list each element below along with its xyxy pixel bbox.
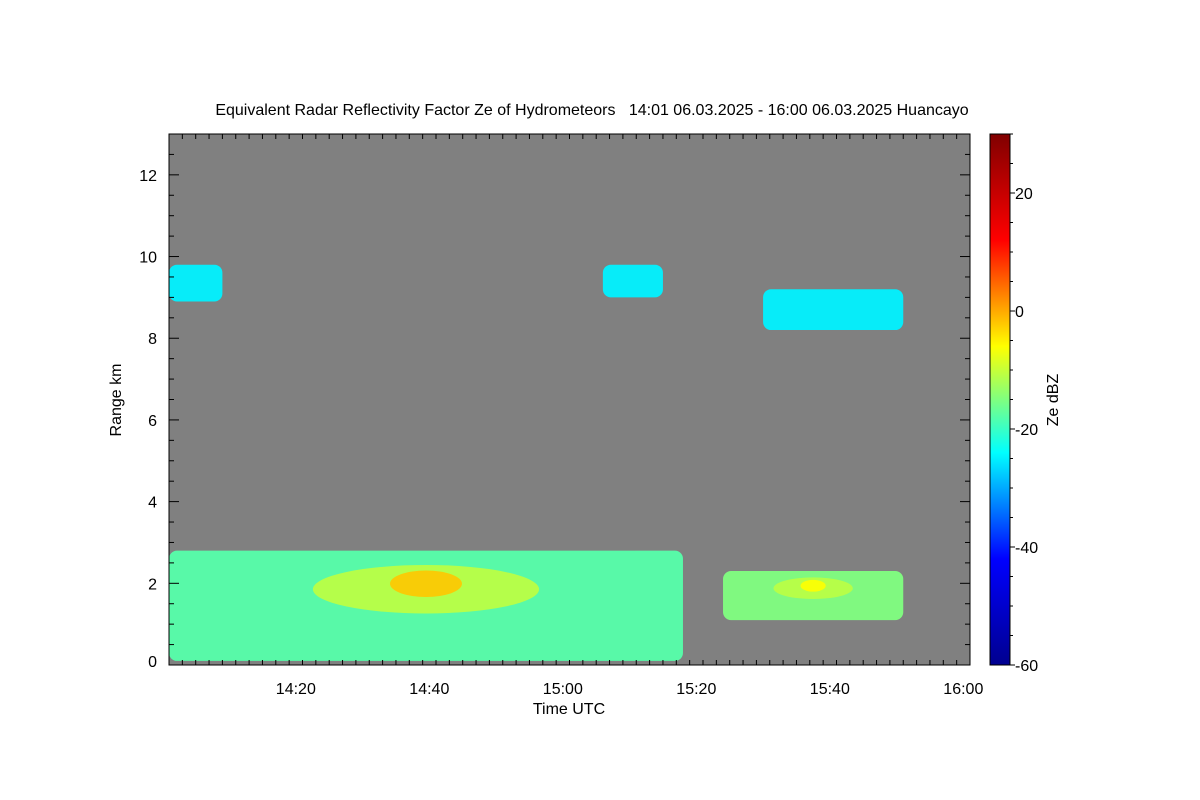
colorbar-ticks: -60 -40 -20 0 20 (1010, 133, 1038, 675)
y-tick-label: 4 (148, 495, 157, 512)
x-tick-label: 15:20 (676, 681, 716, 698)
x-tick-label: 14:20 (276, 681, 316, 698)
echo-region-upper-cloud-mid (602, 264, 663, 298)
x-axis: 14:20 14:40 15:00 15:20 15:40 16:00 (168, 134, 983, 698)
colorbar-tick-label: -60 (1015, 658, 1038, 675)
y-tick-label: 0 (148, 654, 157, 671)
echo-region-low-precipitation-late (723, 571, 904, 621)
x-tick-label: 15:00 (543, 681, 583, 698)
colorbar-tick-label: 20 (1015, 186, 1033, 203)
echo-region-upper-cloud-early (169, 264, 223, 302)
colorbar (989, 133, 1011, 666)
colorbar-tick-label: -20 (1015, 422, 1038, 439)
echo-region-upper-cloud-late (763, 289, 904, 331)
y-tick-label: 8 (148, 331, 157, 348)
y-tick-label: 6 (148, 413, 157, 430)
colorbar-tick-label: 0 (1015, 304, 1024, 321)
colorbar-label: Ze dBZ (1045, 374, 1062, 427)
y-tick-label: 2 (148, 576, 157, 593)
y-axis: 0 2 4 6 8 10 12 (139, 133, 970, 671)
echo-region-low-precipitation-main (169, 550, 683, 661)
x-axis-label: Time UTC (533, 701, 605, 718)
x-tick-label: 14:40 (409, 681, 449, 698)
x-tick-label: 16:00 (943, 681, 983, 698)
y-tick-label: 10 (139, 250, 157, 267)
echo-layer (169, 264, 904, 661)
x-tick-label: 15:40 (810, 681, 850, 698)
chart-title: Equivalent Radar Reflectivity Factor Ze … (215, 102, 968, 119)
y-axis-label: Range km (108, 364, 125, 437)
y-tick-label: 12 (139, 168, 157, 185)
colorbar-tick-label: -40 (1015, 540, 1038, 557)
